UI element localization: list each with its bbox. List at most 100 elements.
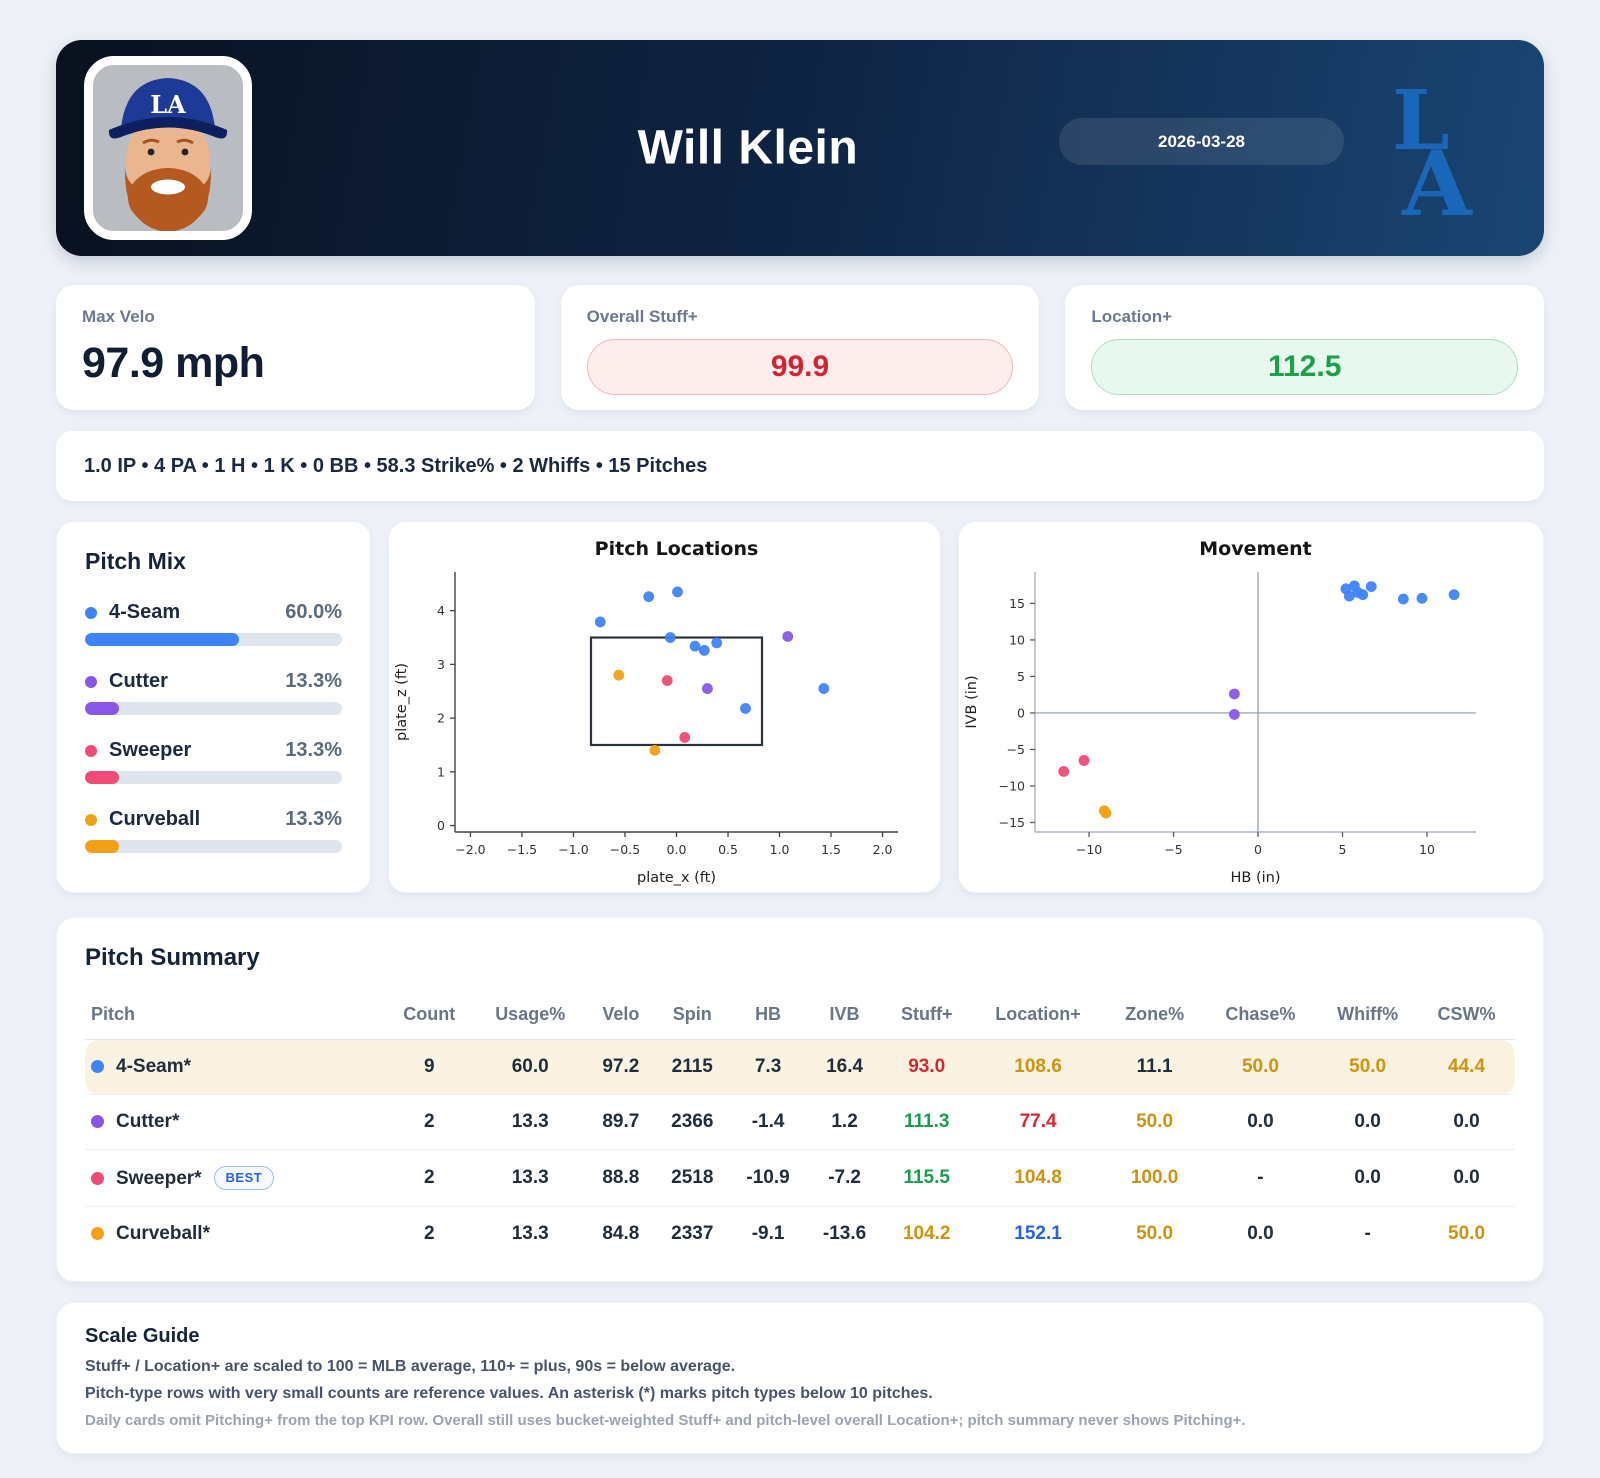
pitch-name: Sweeper [109,739,192,761]
svg-text:4: 4 [437,603,445,618]
svg-text:2: 2 [437,711,445,726]
scale-guide-panel: Scale Guide Stuff+ / Location+ are scale… [56,1302,1544,1454]
pitch-summary-row: 4-Seam* 9 60.0 97.2 2115 7.3 16.4 93.0 108.6 11.1… [85,1039,1515,1095]
summary-cell: 2 [423,1223,435,1244]
pitch-mix-item: 4-Seam 60.0% [85,601,342,646]
pitch-cell: Curveball* [85,1207,385,1262]
svg-text:−0.5: −0.5 [610,842,640,857]
summary-cell: 111.3 [882,1094,971,1150]
scale-guide-line: Pitch-type rows with very small counts a… [85,1385,933,1402]
summary-cell: 100.0 [1105,1149,1204,1207]
summary-cell: 89.7 [586,1094,655,1150]
pitch-cell: Sweeper* BEST [85,1149,385,1207]
svg-text:2.0: 2.0 [873,842,893,857]
summary-cell: 50.0 [1105,1094,1204,1150]
pitch-summary-body: 4-Seam* 9 60.0 97.2 2115 7.3 16.4 93.0 108.6 11.1… [85,1039,1515,1262]
pitch-name: Cutter [109,670,168,692]
column-header-whiff: Whiff% [1317,992,1419,1040]
summary-cell: 0.0 [1247,1223,1274,1244]
summary-cell: 11.1 [1105,1039,1204,1095]
summary-cell: 9 [385,1039,474,1095]
svg-text:5: 5 [1017,669,1025,684]
summary-cell: 0.0 [1317,1149,1419,1207]
summary-cell: - [1364,1223,1371,1244]
svg-text:L: L [1392,73,1450,169]
summary-cell: 13.3 [511,1223,549,1244]
summary-cell: 44.4 [1418,1039,1515,1095]
pitch-color-dot-icon [85,675,97,688]
column-header-location: Location+ [970,992,1106,1040]
svg-text:−2.0: −2.0 [455,842,485,857]
summary-cell: 0.0 [1418,1149,1515,1207]
summary-cell: 2 [385,1094,474,1150]
column-header-hb: HB [729,992,807,1040]
svg-text:5: 5 [1339,842,1347,857]
pitch-usage-bar-fill [85,633,240,646]
header-banner: LA Will Klein 2026-03-28 L A [56,40,1544,256]
game-stat-line: 1.0 IP • 4 PA • 1 H • 1 K • 0 BB • 58.3 … [56,431,1544,501]
pitch-name: Curveball* [116,1223,210,1244]
svg-text:−5: −5 [1007,742,1025,757]
pitch-color-dot-icon [91,1115,104,1128]
svg-text:1: 1 [437,764,445,779]
svg-text:Movement: Movement [1199,538,1312,560]
pitch-cell: 4-Seam* [85,1039,385,1095]
svg-text:−15: −15 [999,815,1025,830]
column-header-zone: Zone% [1105,992,1204,1040]
summary-cell: 2 [385,1149,474,1207]
svg-text:0: 0 [437,818,445,833]
pitch-color-dot-icon [91,1172,104,1185]
summary-cell: 13.3 [473,1149,587,1207]
pitch-mix-item-head: Cutter 13.3% [85,670,342,693]
la-logo-glyph: L A [1392,73,1473,237]
summary-cell: 50.0 [1136,1223,1174,1244]
pitch-mix-title: Pitch Mix [85,548,186,574]
pitch-name: 4-Seam* [116,1056,191,1077]
svg-text:0: 0 [1017,705,1025,720]
pitch-color-dot-icon [85,606,97,619]
pitch-summary-row: Sweeper* BEST 2 13.3 88.8 2518 -10.9 -7.2 115.5 1… [85,1149,1515,1207]
svg-text:1.0: 1.0 [770,842,790,857]
summary-cell: 93.0 [882,1039,971,1095]
kpi-row: Max Velo 97.9 mph Overall Stuff+ 99.9 Lo… [56,285,1545,410]
pitch-locations-chart: Pitch Locations plate_x (ft) plate_z (ft) −… [394,538,898,886]
pitch-locations-panel: Pitch Locations plate_x (ft) plate_z (ft) −… [388,521,941,893]
svg-text:−1.5: −1.5 [507,842,537,857]
pitch-usage-pct: 13.3% [285,808,342,830]
date-badge: 2026-03-28 [1059,118,1344,165]
summary-cell: 104.2 [902,1223,951,1244]
kpi-location-plus: Location+ 112.5 [1065,285,1545,410]
pitch-summary-table: Pitch Count Usage% Velo Spin HB IVB Stuff+ Locat… [85,992,1515,1261]
pitch-usage-bar-fill [85,840,120,853]
pitch-summary-panel: Pitch Summary Pitch Count Usage% Velo Spin HB… [56,917,1544,1282]
pitch-name: Curveball [109,808,201,830]
pitch-usage-pct: 13.3% [285,739,342,761]
pitch-mix-item: Curveball 13.3% [85,808,342,853]
pitch-cell: Cutter* [85,1094,385,1150]
pitch-summary-row: Curveball* 2 13.3 84.8 2337 -9.1 -13.6 104.2 152… [85,1207,1515,1262]
kpi-label: Overall Stuff+ [586,307,698,326]
summary-cell: 77.4 [970,1094,1106,1150]
pitch-usage-bar [85,771,342,784]
svg-text:15: 15 [1009,596,1025,611]
pitch-name: Cutter* [116,1111,180,1132]
player-photo-illustration: LA [93,66,243,231]
svg-text:−10: −10 [1076,842,1102,857]
kpi-value-pill: 112.5 [1091,339,1519,395]
summary-cell: 2337 [671,1223,714,1244]
player-photo: LA [84,56,252,240]
pitch-color-dot-icon [91,1227,104,1240]
summary-cell: 50.0 [1317,1039,1419,1095]
summary-cell: 104.8 [970,1149,1106,1207]
svg-text:10: 10 [1419,842,1435,857]
kpi-value: 97.9 mph [82,339,265,387]
summary-cell: 16.4 [806,1039,883,1095]
pitch-mix-item-head: Curveball 13.3% [85,808,342,831]
summary-cell: 108.6 [970,1039,1106,1095]
summary-cell: 0.0 [1203,1094,1318,1150]
svg-text:−5: −5 [1164,842,1182,857]
summary-cell: 88.8 [586,1149,655,1207]
pitch-usage-pct: 60.0% [285,601,342,623]
svg-text:3: 3 [437,657,445,672]
